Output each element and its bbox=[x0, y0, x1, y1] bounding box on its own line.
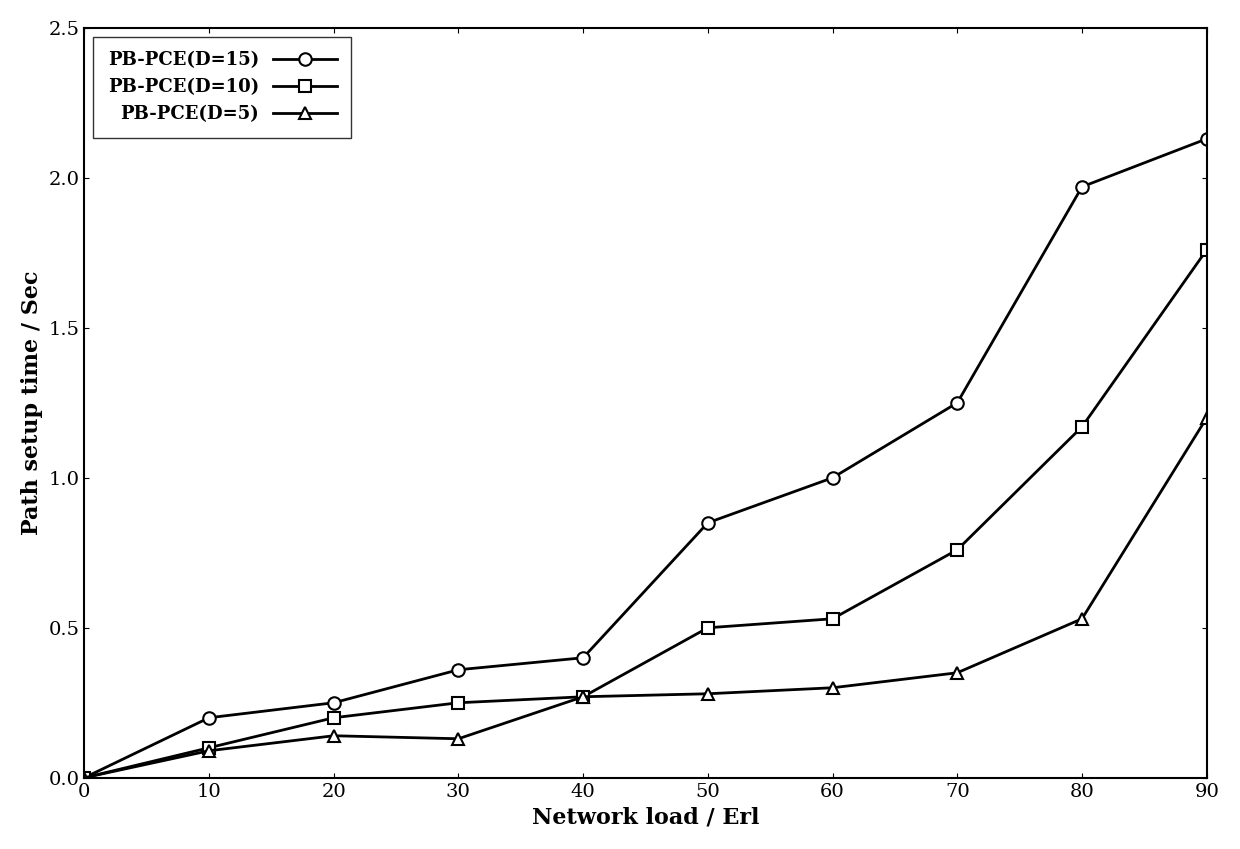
PB-PCE(D=15) bbox=[326, 698, 341, 708]
PB-PCE(D=5) bbox=[950, 667, 965, 678]
PB-PCE(D=15) bbox=[825, 473, 839, 483]
PB-PCE(D=10) bbox=[701, 622, 715, 633]
PB-PCE(D=5) bbox=[451, 734, 466, 744]
PB-PCE(D=5) bbox=[1075, 614, 1090, 624]
PB-PCE(D=10) bbox=[326, 712, 341, 722]
PB-PCE(D=5) bbox=[701, 689, 715, 699]
PB-PCE(D=5) bbox=[202, 745, 217, 756]
PB-PCE(D=15) bbox=[701, 518, 715, 528]
X-axis label: Network load / Erl: Network load / Erl bbox=[532, 807, 759, 828]
PB-PCE(D=10) bbox=[202, 743, 217, 753]
Line: PB-PCE(D=10): PB-PCE(D=10) bbox=[78, 244, 1213, 784]
PB-PCE(D=10) bbox=[575, 692, 590, 702]
PB-PCE(D=5) bbox=[326, 731, 341, 741]
PB-PCE(D=5) bbox=[77, 773, 92, 783]
PB-PCE(D=5) bbox=[575, 692, 590, 702]
PB-PCE(D=15) bbox=[1199, 134, 1214, 144]
PB-PCE(D=10) bbox=[77, 773, 92, 783]
PB-PCE(D=15) bbox=[77, 773, 92, 783]
Line: PB-PCE(D=5): PB-PCE(D=5) bbox=[78, 412, 1213, 784]
PB-PCE(D=15) bbox=[950, 397, 965, 408]
Legend: PB-PCE(D=15), PB-PCE(D=10), PB-PCE(D=5): PB-PCE(D=15), PB-PCE(D=10), PB-PCE(D=5) bbox=[93, 37, 351, 138]
PB-PCE(D=10) bbox=[1199, 245, 1214, 255]
PB-PCE(D=10) bbox=[1075, 422, 1090, 432]
PB-PCE(D=5) bbox=[825, 683, 839, 693]
Y-axis label: Path setup time / Sec: Path setup time / Sec bbox=[21, 271, 43, 535]
PB-PCE(D=10) bbox=[825, 614, 839, 624]
PB-PCE(D=10) bbox=[950, 545, 965, 555]
PB-PCE(D=15) bbox=[202, 712, 217, 722]
PB-PCE(D=15) bbox=[451, 665, 466, 675]
Line: PB-PCE(D=15): PB-PCE(D=15) bbox=[78, 132, 1213, 784]
PB-PCE(D=5) bbox=[1199, 413, 1214, 423]
PB-PCE(D=15) bbox=[1075, 182, 1090, 192]
PB-PCE(D=15) bbox=[575, 653, 590, 663]
PB-PCE(D=10) bbox=[451, 698, 466, 708]
